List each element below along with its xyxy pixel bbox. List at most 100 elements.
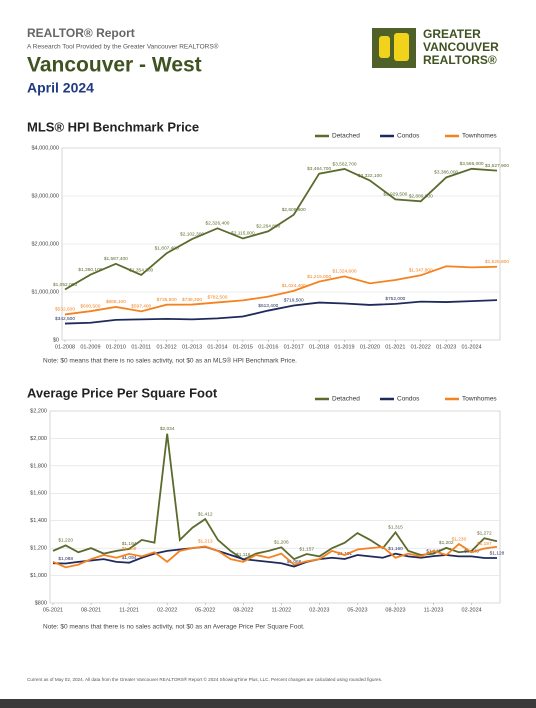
chart-title: MLS® HPI Benchmark Price [27,119,199,134]
series-line [52,542,498,569]
logo-shape [379,36,390,58]
legend-label: Detached [332,396,360,403]
data-label: $1,197 [477,541,492,547]
data-label: $2,115,000 [231,231,255,237]
series-line [64,265,498,316]
x-tick-label: 01-2021 [385,344,405,350]
x-tick-label: 01-2024 [461,344,481,350]
x-tick-label: 01-2014 [207,344,227,350]
data-label: $1,354,300 [129,267,153,273]
data-label: $532,600 [55,307,75,313]
data-label: $1,324,600 [333,269,357,275]
x-tick-label: 08-2022 [233,607,253,613]
x-tick-label: 01-2020 [360,344,380,350]
chart-title: Average Price Per Square Foot [27,385,218,400]
series-line [64,167,498,291]
data-label: $1,066 [287,559,302,565]
x-tick-label: 05-2023 [347,607,367,613]
data-label: $1,128 [490,550,505,556]
data-label: $613,400 [258,303,278,309]
y-tick-label: $800 [35,600,47,606]
y-tick-label: $3,000,000 [31,193,59,199]
data-label: $2,102,300 [180,231,204,237]
y-tick-label: $1,400 [30,518,47,524]
legend-label: Condos [397,396,420,403]
chart-note: Note: $0 means that there is no sales ac… [43,624,305,631]
y-tick-label: $1,000,000 [31,289,59,295]
x-tick-label: 01-2012 [157,344,177,350]
y-tick-label: $2,200 [30,408,47,414]
data-label: $1,160 [388,546,403,552]
date: April 2024 [27,80,94,96]
data-label: $3,386,000 [434,170,458,176]
x-tick-label: 05-2022 [195,607,215,613]
data-label: $1,194 [122,541,137,547]
y-tick-label: $0 [53,337,59,343]
report-label: REALTOR® Report [27,26,135,40]
data-label: $600,500 [80,303,100,309]
plot-frame [49,410,501,604]
logo-text: VANCOUVER [423,40,499,54]
data-label: $1,315 [388,525,403,531]
x-tick-label: 11-2021 [119,607,139,613]
data-label: $597,400 [131,304,151,310]
legend-label: Townhomes [462,133,497,140]
data-label: $1,052,000 [53,282,77,288]
y-tick-label: $1,800 [30,463,47,469]
y-tick-label: $1,200 [30,546,47,552]
series-line [52,545,497,568]
data-label: $1,116 [236,552,251,558]
series-line [64,299,498,325]
data-label: $719,500 [284,298,304,304]
y-tick-label: $1,600 [30,491,47,497]
x-tick-label: 02-2024 [462,607,482,613]
data-label: $1,206 [274,540,289,546]
x-tick-label: 01-2019 [334,344,354,350]
legend-label: Detached [332,133,360,140]
y-tick-label: $1,000 [30,573,47,579]
x-tick-label: 01-2022 [411,344,431,350]
data-label: $2,326,400 [205,221,229,227]
logo-text: REALTORS® [423,53,497,67]
data-label: $2,034 [160,426,175,432]
x-tick-label: 11-2023 [424,607,444,613]
x-tick-label: 01-2018 [309,344,329,350]
legend-label: Townhomes [462,396,497,403]
x-tick-label: 01-2015 [233,344,253,350]
chart-note: Note: $0 means that there is no sales ac… [43,357,297,365]
x-tick-label: 08-2021 [81,607,101,613]
data-label: $782,500 [207,295,227,301]
data-label: $1,525,800 [485,259,509,265]
data-label: $3,464,700 [307,166,331,172]
data-label: $3,527,900 [485,163,509,169]
footer: Current as of May 02, 2024. All data fro… [27,676,382,682]
x-tick-label: 01-2008 [55,344,75,350]
x-tick-label: 05-2021 [43,607,63,613]
data-label: $3,322,100 [358,173,382,179]
logo-text: GREATER [423,27,481,41]
subtitle: A Research Tool Provided by the Greater … [27,43,219,51]
x-tick-label: 02-2022 [157,607,177,613]
x-tick-label: 01-2016 [258,344,278,350]
y-tick-label: $2,000 [30,436,47,442]
data-label: $1,272 [477,531,492,537]
data-label: $1,094 [122,555,137,561]
x-tick-label: 11-2022 [271,607,291,613]
data-label: $3,562,700 [333,161,357,167]
data-label: $1,024,400 [282,283,306,289]
data-label: $688,100 [106,299,126,305]
x-tick-label: 01-2011 [131,344,151,350]
data-label: $1,412 [198,511,213,517]
data-label: $2,889,600 [409,194,433,200]
x-tick-label: 08-2023 [385,607,405,613]
data-label: $1,202 [439,540,454,546]
x-tick-label: 01-2013 [182,344,202,350]
data-label: $1,807,400 [155,246,179,252]
data-label: $1,158 [122,546,137,552]
data-label: $1,360,100 [78,267,102,273]
data-label: $2,264,800 [256,224,280,230]
data-label: $2,929,500 [383,192,407,198]
logo: GREATER VANCOUVER REALTORS® [372,27,499,68]
